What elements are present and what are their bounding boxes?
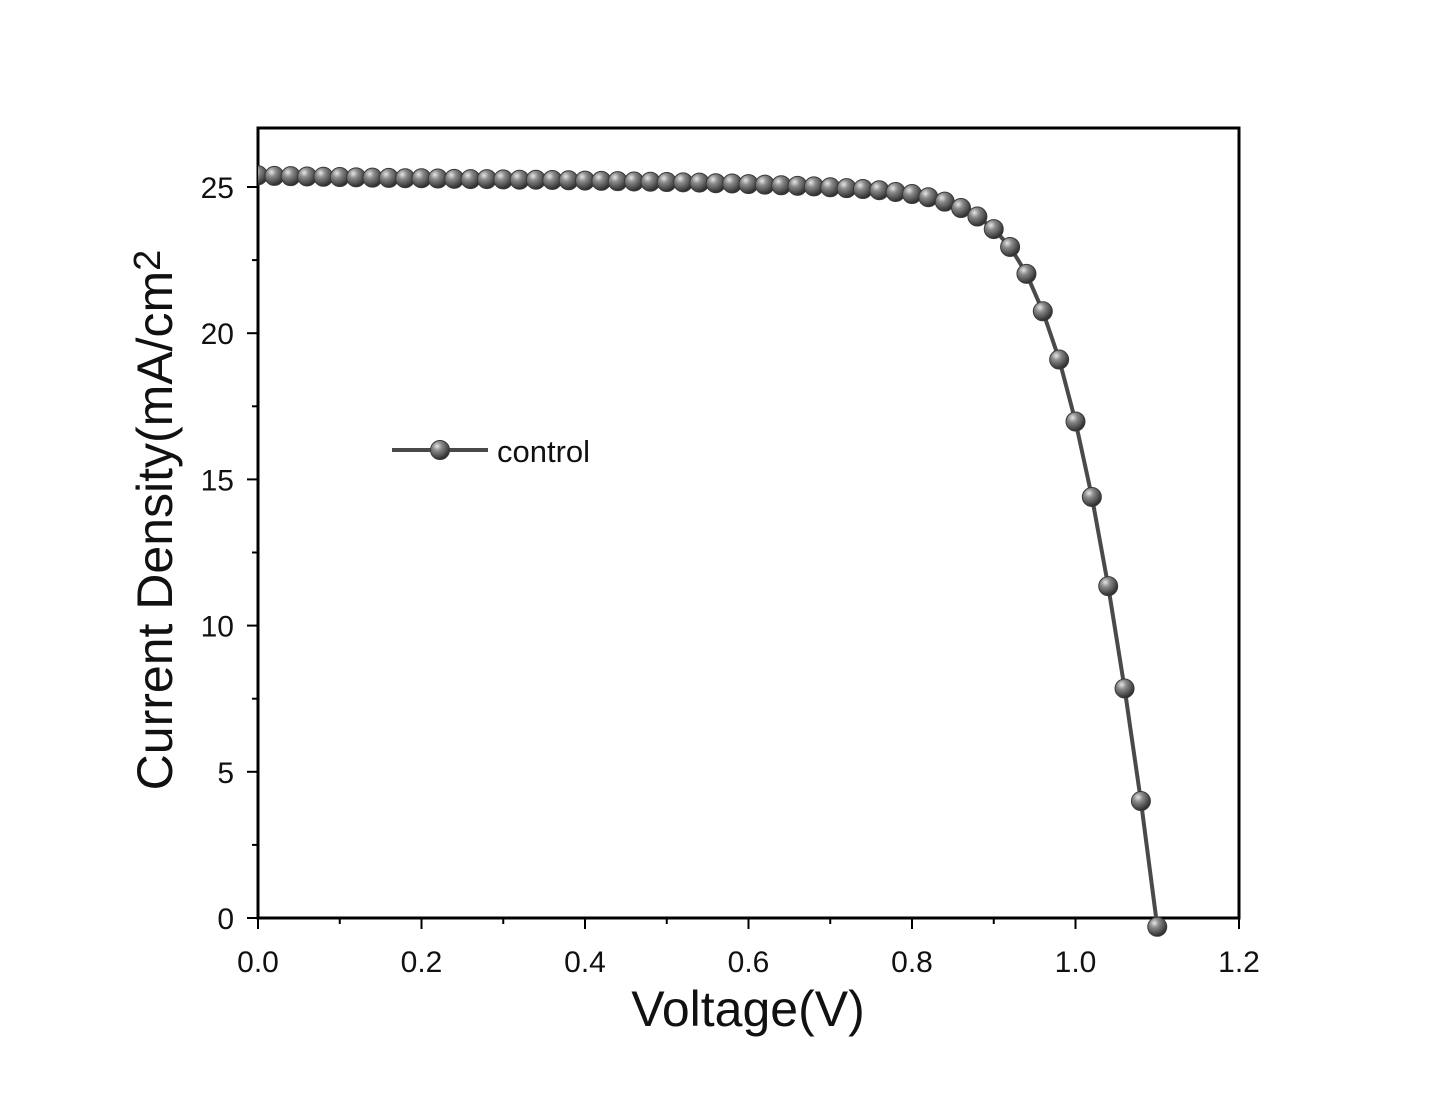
y-axis-tick-labels: 0 5 10 15 20 25: [201, 172, 234, 936]
data-point: [902, 184, 922, 205]
y-tick-label: 0: [217, 903, 234, 936]
data-point: [1016, 263, 1037, 284]
y-tick-label: 20: [201, 318, 234, 351]
y-tick-label: 25: [201, 172, 234, 205]
data-point: [1000, 236, 1021, 257]
x-tick-label: 0.4: [564, 946, 606, 979]
legend-marker-sample: [430, 440, 450, 460]
data-point: [1114, 678, 1135, 699]
x-tick-label: 0.8: [891, 946, 933, 979]
x-axis-title: Voltage(V): [631, 981, 864, 1037]
y-axis-title-superscript: 2: [127, 250, 169, 271]
data-point: [1032, 301, 1053, 322]
x-tick-label: 1.0: [1055, 946, 1097, 979]
x-tick-label: 0.6: [728, 946, 770, 979]
data-point: [1065, 411, 1086, 432]
data-point: [1081, 486, 1102, 507]
data-point: [1130, 791, 1151, 812]
y-axis-title-text: Current Density(mA/cm: [127, 271, 183, 791]
data-point: [1049, 349, 1070, 370]
x-tick-label: 0.0: [237, 946, 279, 979]
series-control: [258, 165, 1168, 937]
y-tick-label: 15: [201, 464, 234, 497]
y-axis-title: Current Density(mA/cm2: [127, 250, 183, 791]
data-point: [1098, 576, 1119, 597]
x-tick-label: 1.2: [1218, 946, 1260, 979]
x-axis-ticks: [257, 918, 1240, 929]
data-point: [1147, 916, 1168, 937]
plot-frame: [256, 126, 1241, 920]
legend-label-control: control: [497, 434, 590, 469]
legend: control: [392, 434, 590, 469]
data-point: [983, 219, 1004, 240]
y-tick-label: 10: [201, 611, 234, 644]
data-point: [967, 206, 988, 227]
series-line: [258, 173, 1160, 928]
y-axis-ticks: [247, 186, 258, 919]
x-tick-label: 0.2: [401, 946, 443, 979]
y-tick-label: 5: [217, 757, 234, 790]
x-axis-tick-labels: 0.0 0.2 0.4 0.6 0.8 1.0 1.2: [237, 946, 1260, 979]
data-point: [951, 198, 972, 219]
